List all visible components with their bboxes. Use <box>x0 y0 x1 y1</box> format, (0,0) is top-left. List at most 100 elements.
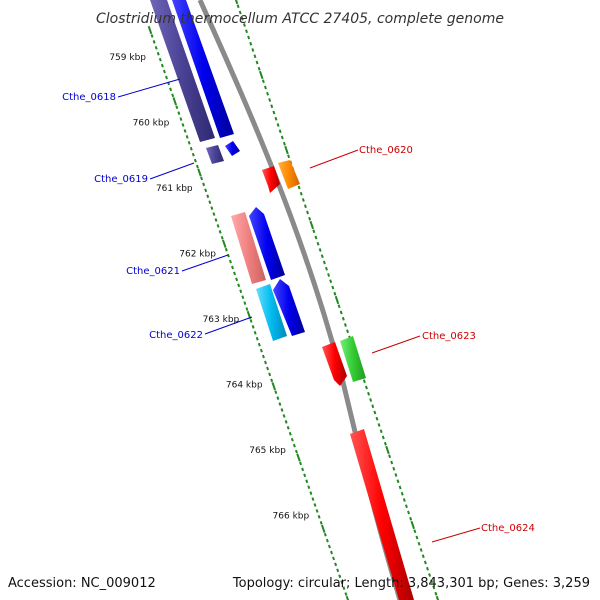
inner-ring-tick <box>327 273 331 277</box>
outer-ring-tick <box>257 342 261 347</box>
inner-ring-tick <box>303 204 307 209</box>
gene-cthe-0624-feature[interactable] <box>350 429 414 600</box>
inner-ring-tick <box>282 141 286 146</box>
genome-summary-text: Topology: circular; Length: 3,843,301 bp… <box>232 576 590 591</box>
gene-label-cthe-0618[interactable]: Cthe_0618 <box>62 92 116 103</box>
gene-cthe-0620-feature[interactable] <box>262 166 280 193</box>
outer-ring-tick <box>259 348 263 353</box>
inner-ring-tick <box>325 266 328 271</box>
inner-ring-tick <box>346 329 349 334</box>
inner-ring-tick <box>238 10 242 15</box>
inner-ring-tick <box>409 516 413 521</box>
outer-ring-tick <box>239 289 243 294</box>
inner-ring-tick <box>255 60 259 65</box>
inner-ring-tick <box>299 191 303 196</box>
outer-ring-tick <box>315 509 319 513</box>
outer-ring-tick <box>165 75 168 80</box>
outer-ring-tick <box>342 586 346 590</box>
outer-ring-tick <box>241 295 245 300</box>
outer-ring-tick <box>271 382 277 391</box>
outer-ring-tick <box>282 414 286 418</box>
gene-cthe-0622-feature[interactable] <box>256 284 287 341</box>
gene-cthe-0619-strand-feature[interactable] <box>225 141 240 156</box>
inner-ring-tick <box>249 41 253 46</box>
outer-ring-tick <box>296 453 301 462</box>
gene-label-cthe-0624[interactable]: Cthe_0624 <box>481 523 535 534</box>
leader-cthe-0620 <box>309 149 359 169</box>
outer-ring-tick <box>150 34 154 38</box>
inner-ring-tick <box>402 498 406 502</box>
inner-ring-tick <box>242 23 246 27</box>
outer-ring-tick <box>278 402 282 406</box>
tick-label: 765 kbp <box>249 446 286 456</box>
gene-cthe-0620-strand-feature[interactable] <box>278 160 300 189</box>
inner-ring-tick <box>322 260 326 265</box>
gene-label-cthe-0620[interactable]: Cthe_0620 <box>359 145 413 156</box>
outer-ring-tick <box>218 230 222 234</box>
outer-ring-tick <box>294 449 298 454</box>
outer-ring-tick <box>208 200 212 205</box>
inner-ring-tick <box>365 385 368 390</box>
inner-ring-tick <box>280 135 284 140</box>
outer-ring-tick <box>181 123 185 127</box>
tick-label: 761 kbp <box>156 184 193 194</box>
inner-ring-tick <box>343 323 347 327</box>
gene-cthe-0618-feature[interactable] <box>150 0 215 142</box>
outer-ring-tick <box>224 247 228 252</box>
gene-cthe-0618-strand-feature[interactable] <box>172 0 234 138</box>
gene-cthe-0619-feature[interactable] <box>206 145 224 164</box>
tick-label: 763 kbp <box>203 315 240 325</box>
inner-ring-tick <box>432 585 436 590</box>
gene-cthe-0622-strand-feature[interactable] <box>273 279 305 336</box>
gene-cthe-0621-strand-feature[interactable] <box>249 207 285 280</box>
outer-ring-tick <box>221 239 227 248</box>
tick-label: 766 kbp <box>273 512 310 522</box>
gene-labels: Cthe_0618 Cthe_0619 Cthe_0620 Cthe_0621 … <box>62 92 535 534</box>
gene-label-cthe-0622[interactable]: Cthe_0622 <box>149 330 203 341</box>
gene-cthe-0623-feature[interactable] <box>322 342 347 386</box>
gene-label-cthe-0621[interactable]: Cthe_0621 <box>126 266 180 277</box>
outer-ring-tick <box>214 218 218 222</box>
outer-ring-tick <box>280 408 284 412</box>
inner-ring-tick <box>385 445 390 455</box>
inner-ring-tick <box>312 229 316 234</box>
outer-ring-tick <box>274 390 278 395</box>
inner-ring-tick <box>419 548 423 552</box>
inner-ring-tick <box>430 579 434 584</box>
tick-labels: 759 kbp 760 kbp 761 kbp 762 kbp 763 kbp 764 k… <box>109 53 309 522</box>
outer-ring-tick <box>301 467 305 472</box>
inner-ring-tick <box>341 316 345 321</box>
outer-ring-tick <box>228 259 232 264</box>
gene-label-cthe-0619[interactable]: Cthe_0619 <box>94 174 148 185</box>
gene-cthe-0623-strand-feature[interactable] <box>340 336 366 382</box>
inner-ring-tick <box>417 541 421 546</box>
outer-ring-tick <box>338 574 342 579</box>
outer-ring-tick <box>251 325 255 329</box>
outer-ring-tick <box>286 425 290 430</box>
outer-ring-tick <box>226 253 230 258</box>
inner-ring-tick <box>234 0 239 5</box>
outer-ring-tick <box>290 437 294 442</box>
inner-ring-tick <box>398 485 402 490</box>
outer-ring-tick <box>189 146 193 151</box>
inner-ring-tick <box>314 235 318 240</box>
outer-ring-tick <box>299 461 303 466</box>
outer-ring-tick <box>183 129 187 133</box>
outer-ring-tick <box>311 497 315 501</box>
outer-ring-tick <box>325 538 329 543</box>
outer-ring-tick <box>332 556 336 561</box>
outer-ring-tick <box>261 354 265 359</box>
outer-ring-tick <box>204 188 208 193</box>
gene-label-cthe-0623[interactable]: Cthe_0623 <box>422 331 476 342</box>
gene-cthe-0621-feature[interactable] <box>231 212 266 284</box>
inner-ring-tick <box>261 79 265 84</box>
inner-ring-tick <box>334 295 340 305</box>
outer-ring-tick <box>193 158 197 163</box>
outer-ring-tick <box>158 57 162 62</box>
tick-label: 762 kbp <box>179 250 216 260</box>
inner-ring-tick <box>264 85 267 90</box>
inner-ring-tick <box>316 241 320 246</box>
outer-ring-tick <box>195 164 199 169</box>
leader-cthe-0624 <box>431 527 481 543</box>
